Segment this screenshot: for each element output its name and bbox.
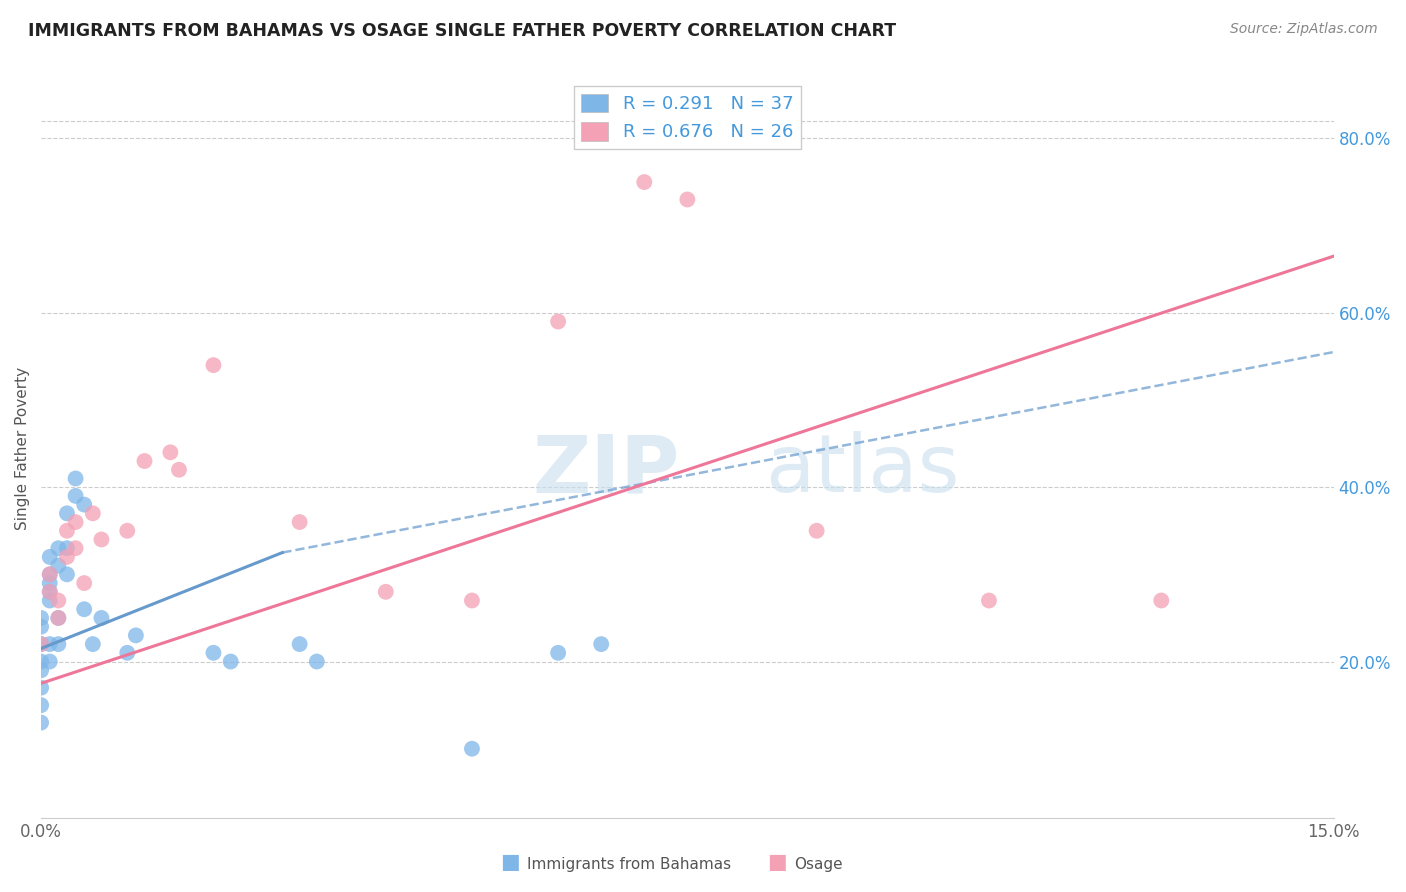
Point <box>38 567 60 582</box>
Y-axis label: Single Father Poverty: Single Father Poverty <box>15 367 30 530</box>
Point <box>46 593 69 607</box>
Point <box>30 715 52 730</box>
Point <box>38 655 60 669</box>
Text: IMMIGRANTS FROM BAHAMAS VS OSAGE SINGLE FATHER POVERTY CORRELATION CHART: IMMIGRANTS FROM BAHAMAS VS OSAGE SINGLE … <box>28 22 896 40</box>
Point <box>977 593 1000 607</box>
Point <box>56 506 79 520</box>
Point <box>56 524 79 538</box>
Point <box>806 524 828 538</box>
Point <box>547 646 569 660</box>
Point <box>38 549 60 564</box>
Point <box>202 646 225 660</box>
Point <box>65 541 87 556</box>
Point <box>56 541 79 556</box>
Point <box>90 533 112 547</box>
Point <box>38 593 60 607</box>
Point <box>633 175 655 189</box>
Point <box>288 515 311 529</box>
Point <box>38 567 60 582</box>
Legend: R = 0.291   N = 37, R = 0.676   N = 26: R = 0.291 N = 37, R = 0.676 N = 26 <box>574 87 800 149</box>
Point <box>56 567 79 582</box>
Point <box>167 463 190 477</box>
Point <box>73 602 96 616</box>
Point <box>591 637 613 651</box>
Point <box>125 628 148 642</box>
Point <box>65 471 87 485</box>
Point <box>38 576 60 591</box>
Point <box>288 637 311 651</box>
Point <box>46 541 69 556</box>
Point <box>30 698 52 713</box>
Text: Immigrants from Bahamas: Immigrants from Bahamas <box>527 857 731 872</box>
Point <box>1150 593 1173 607</box>
Point <box>56 549 79 564</box>
Point <box>46 637 69 651</box>
Point <box>134 454 156 468</box>
Text: atlas: atlas <box>765 431 959 509</box>
Point <box>38 637 60 651</box>
Point <box>461 593 484 607</box>
Point <box>219 655 242 669</box>
Point <box>38 584 60 599</box>
Point <box>461 741 484 756</box>
Point <box>547 314 569 328</box>
Text: Source: ZipAtlas.com: Source: ZipAtlas.com <box>1230 22 1378 37</box>
Point <box>65 489 87 503</box>
Point <box>46 558 69 573</box>
Point <box>30 637 52 651</box>
Point <box>159 445 181 459</box>
Point <box>30 637 52 651</box>
Point <box>73 498 96 512</box>
Point <box>30 620 52 634</box>
Point <box>46 611 69 625</box>
Point <box>202 358 225 372</box>
Point <box>676 193 699 207</box>
Text: ■: ■ <box>768 853 787 872</box>
Point <box>73 576 96 591</box>
Point <box>82 506 104 520</box>
Point <box>90 611 112 625</box>
Point <box>46 611 69 625</box>
Point <box>30 611 52 625</box>
Text: ■: ■ <box>501 853 520 872</box>
Point <box>30 655 52 669</box>
Point <box>30 681 52 695</box>
Text: ZIP: ZIP <box>533 431 679 509</box>
Point <box>30 663 52 677</box>
Point <box>305 655 328 669</box>
Point <box>82 637 104 651</box>
Point <box>38 584 60 599</box>
Point <box>117 524 139 538</box>
Point <box>117 646 139 660</box>
Point <box>65 515 87 529</box>
Text: Osage: Osage <box>794 857 844 872</box>
Point <box>374 584 396 599</box>
